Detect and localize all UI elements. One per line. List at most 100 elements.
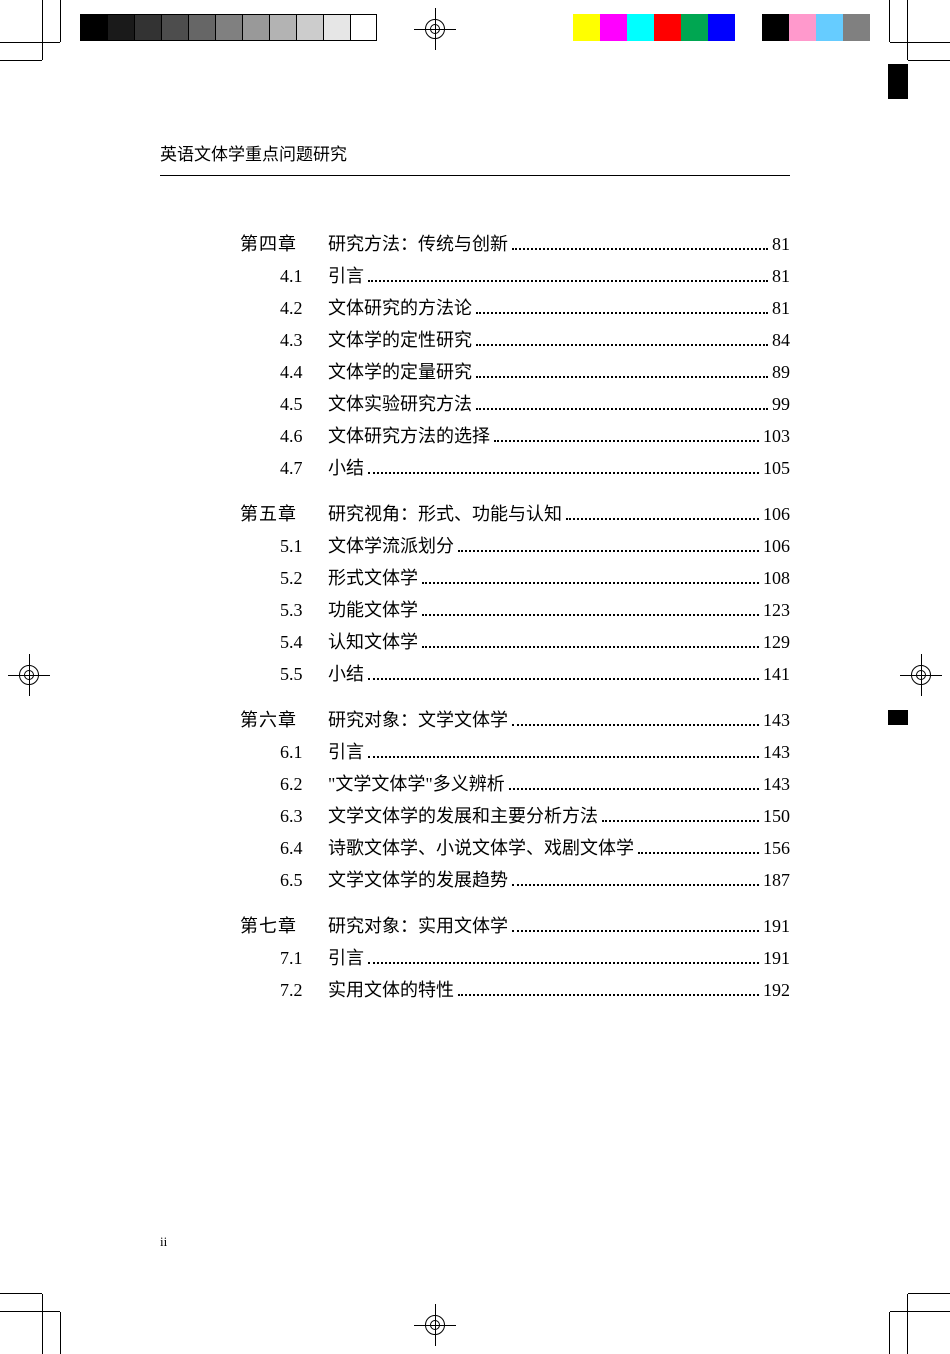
registration-mark-icon [906,660,936,690]
gray-swatch [215,14,242,41]
toc-leader-dots [602,806,759,822]
gray-swatch [134,14,161,41]
toc-section: 6.1引言 143 [240,738,790,764]
toc-leader-dots [512,870,759,886]
crop-mark [0,1293,42,1294]
toc-leader-dots [368,948,759,964]
toc-section: 7.2实用文体的特性192 [240,976,790,1002]
section-title: 引言 [328,738,364,764]
toc-section: 5.2形式文体学108 [240,564,790,590]
section-page: 81 [772,266,790,287]
toc-section: 4.4文体学的定量研究 89 [240,358,790,384]
section-number: 4.1 [280,266,328,287]
color-swatch [816,14,843,41]
section-title: 文体研究方法的选择 [328,422,490,448]
toc-leader-dots [422,568,759,584]
toc-leader-dots [512,710,759,726]
section-title: 文体研究的方法论 [328,294,472,320]
toc-leader-dots [458,980,759,996]
crop-mark [890,1311,950,1312]
section-number: 6.2 [280,774,328,795]
crop-mark [0,60,42,61]
section-number: 4.7 [280,458,328,479]
toc-leader-dots [368,458,759,474]
section-title: 诗歌文体学、小说文体学、戏剧文体学 [328,834,634,860]
section-number: 5.4 [280,632,328,653]
section-number: 4.4 [280,362,328,383]
crop-mark [889,1312,890,1354]
toc-section: 5.3功能文体学123 [240,596,790,622]
section-title: 文体学的定量研究 [328,358,472,384]
section-page: 150 [763,806,790,827]
section-title: 文体学流派划分 [328,532,454,558]
crop-mark [908,1293,950,1294]
toc-leader-dots [368,664,759,680]
toc-section: 4.2文体研究的方法论81 [240,294,790,320]
section-page: 187 [763,870,790,891]
color-swatch [681,14,708,41]
toc-section: 4.5文体实验研究方法99 [240,390,790,416]
section-page: 84 [772,330,790,351]
toc-leader-dots [566,504,759,520]
chapter-title: 研究方法：传统与创新 [328,230,508,256]
section-page: 143 [763,742,790,763]
section-page: 89 [772,362,790,383]
section-page: 106 [763,536,790,557]
color-swatch [627,14,654,41]
grayscale-bar [80,14,377,41]
side-marker [888,64,908,99]
crop-mark [889,0,890,42]
toc-leader-dots [476,362,768,378]
section-number: 4.5 [280,394,328,415]
registration-mark-icon [420,14,450,44]
section-title: 文体学的定性研究 [328,326,472,352]
toc-section: 5.5小结 141 [240,660,790,686]
crop-mark [60,1312,61,1354]
section-number: 6.5 [280,870,328,891]
page-body: 英语文体学重点问题研究 第四章研究方法：传统与创新 814.1引言814.2文体… [60,60,890,1294]
color-swatch [573,14,600,41]
section-title: 小结 [328,454,364,480]
crop-mark [907,0,908,60]
toc-leader-dots [476,394,768,410]
toc-section: 5.1文体学流派划分 106 [240,532,790,558]
running-head: 英语文体学重点问题研究 [160,140,790,176]
gray-swatch [242,14,269,41]
section-page: 129 [763,632,790,653]
chapter-title: 研究对象：文学文体学 [328,706,508,732]
gray-swatch [323,14,350,41]
section-page: 141 [763,664,790,685]
toc-leader-dots [494,426,759,442]
toc-section: 6.5文学文体学的发展趋势187 [240,866,790,892]
toc-section: 4.6文体研究方法的选择103 [240,422,790,448]
toc-leader-dots [476,330,768,346]
crop-mark [0,42,60,43]
color-bar [573,14,870,41]
section-page: 123 [763,600,790,621]
section-title: 实用文体的特性 [328,976,454,1002]
toc-leader-dots [638,838,759,854]
section-page: 143 [763,774,790,795]
registration-mark-icon [420,1310,450,1340]
section-number: 5.5 [280,664,328,685]
toc-leader-dots [422,600,759,616]
chapter-page: 143 [763,710,790,731]
chapter-page: 81 [772,234,790,255]
section-page: 81 [772,298,790,319]
toc-section: 6.4诗歌文体学、小说文体学、戏剧文体学156 [240,834,790,860]
color-swatch [654,14,681,41]
crop-mark [890,42,950,43]
section-page: 108 [763,568,790,589]
toc-leader-dots [422,632,759,648]
crop-mark [0,1311,60,1312]
toc-section: 4.7小结105 [240,454,790,480]
toc-section: 4.3文体学的定性研究84 [240,326,790,352]
toc-leader-dots [458,536,759,552]
gray-swatch [107,14,134,41]
crop-mark [42,1294,43,1354]
section-number: 6.1 [280,742,328,763]
section-title: 小结 [328,660,364,686]
section-number: 5.1 [280,536,328,557]
color-swatch [735,14,762,41]
color-swatch [600,14,627,41]
